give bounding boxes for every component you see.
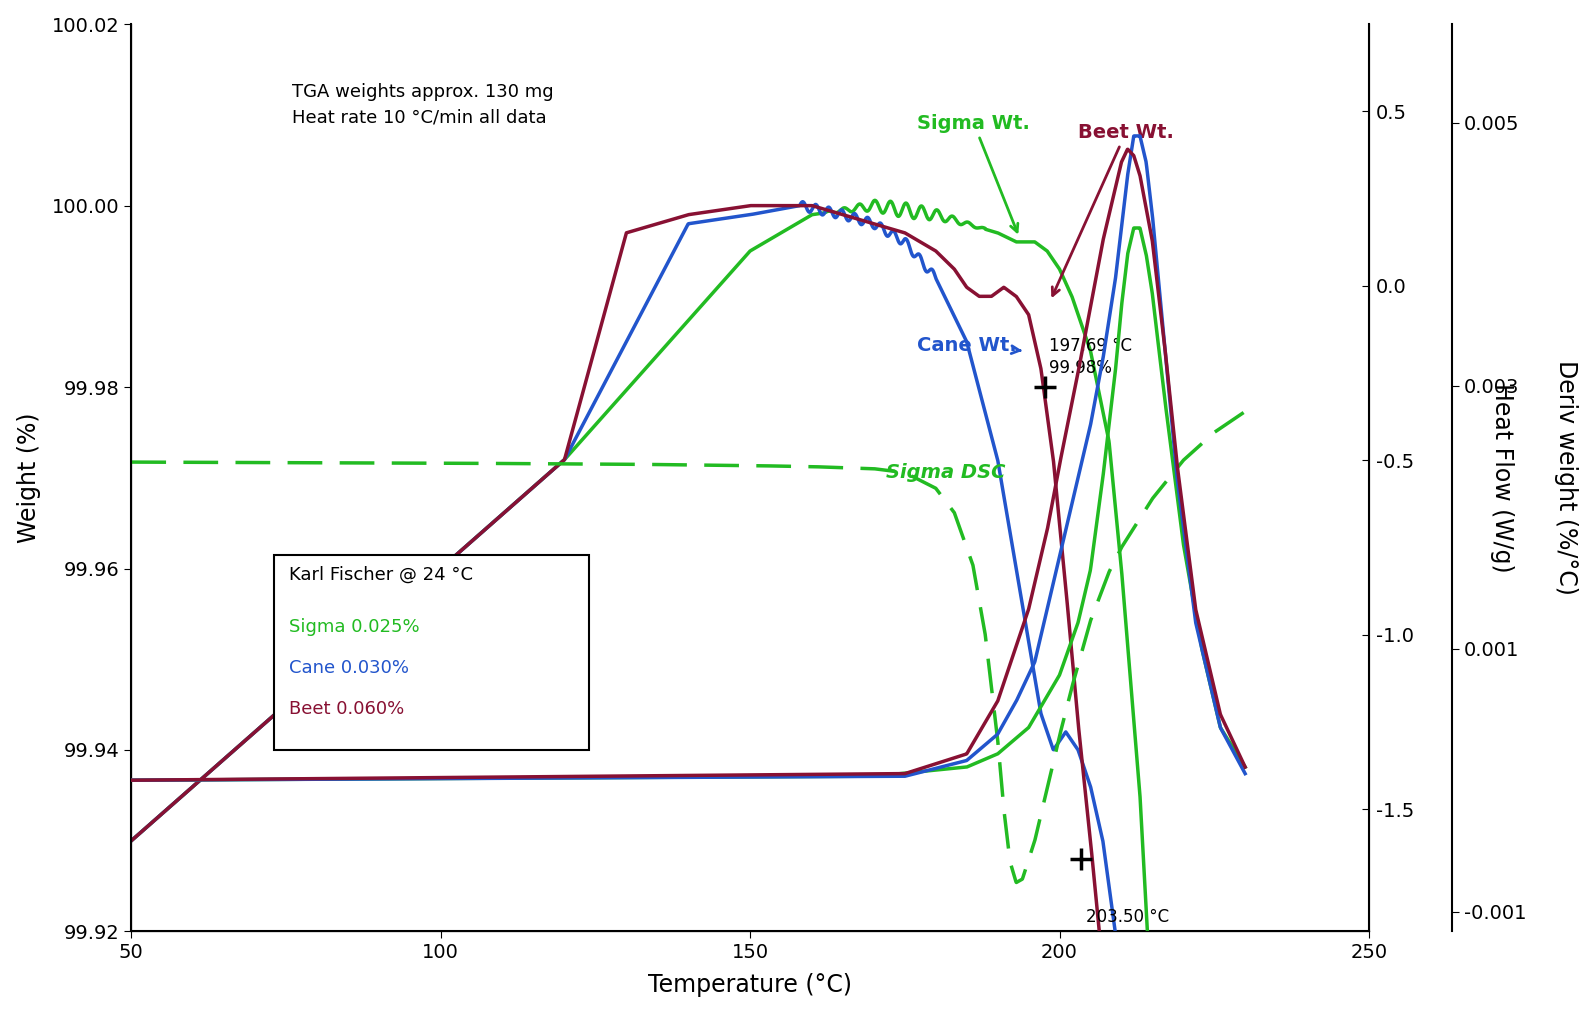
Text: Karl Fischer @ 24 °C: Karl Fischer @ 24 °C	[289, 566, 472, 584]
Text: 203.50 °C: 203.50 °C	[1086, 909, 1169, 927]
Text: Sigma Wt.: Sigma Wt.	[917, 114, 1030, 232]
Text: Sigma 0.025%: Sigma 0.025%	[289, 619, 419, 637]
Text: Beet Wt.: Beet Wt.	[1053, 123, 1174, 295]
Y-axis label: Weight (%): Weight (%)	[16, 413, 40, 544]
Text: Sigma DSC: Sigma DSC	[887, 462, 1005, 482]
Text: Cane 0.030%: Cane 0.030%	[289, 659, 408, 677]
Y-axis label: Heat Flow (W/g): Heat Flow (W/g)	[1490, 383, 1515, 573]
X-axis label: Temperature (°C): Temperature (°C)	[648, 973, 852, 998]
Bar	[274, 555, 589, 750]
Text: 197.69 °C
99.98%: 197.69 °C 99.98%	[1050, 338, 1132, 377]
Text: Cane Wt.: Cane Wt.	[917, 336, 1021, 355]
Text: TGA weights approx. 130 mg
Heat rate 10 °C/min all data: TGA weights approx. 130 mg Heat rate 10 …	[292, 83, 553, 126]
Text: Beet 0.060%: Beet 0.060%	[289, 700, 404, 718]
Y-axis label: Deriv weight (%/°C): Deriv weight (%/°C)	[1555, 360, 1579, 595]
